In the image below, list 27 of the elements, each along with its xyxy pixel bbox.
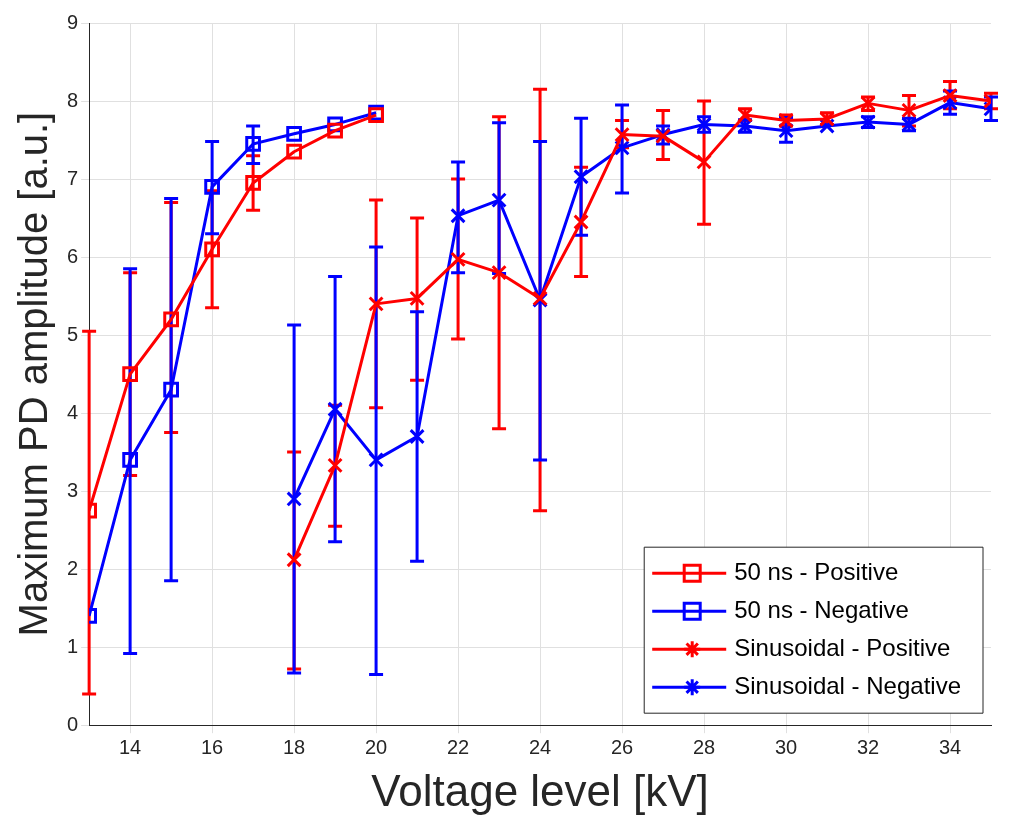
y-axis-title: Maximum PD amplitude [a.u.] <box>11 111 56 637</box>
x-tick-label: 30 <box>774 735 798 758</box>
x-tick-label: 34 <box>938 735 962 758</box>
x-tick-label: 24 <box>528 735 552 758</box>
y-tick-label: 8 <box>67 88 79 111</box>
y-tick-label: 7 <box>67 166 79 189</box>
x-tick-label: 26 <box>610 735 634 758</box>
y-tick-label: 2 <box>67 556 79 579</box>
y-tick-label: 4 <box>67 400 79 423</box>
x-axis-title: Voltage level [kV] <box>371 765 709 815</box>
legend-label: 50 ns - Positive <box>734 557 899 585</box>
legend-label: 50 ns - Negative <box>734 595 909 623</box>
x-tick-label: 22 <box>446 735 470 758</box>
y-tick-label: 6 <box>67 244 79 267</box>
x-tick-label: 14 <box>118 735 142 758</box>
x-tick-label: 20 <box>364 735 388 758</box>
y-tick-label: 5 <box>67 322 79 345</box>
x-tick-label: 18 <box>282 735 306 758</box>
legend-label: Sinusoidal - Negative <box>734 671 961 699</box>
x-tick-label: 32 <box>856 735 880 758</box>
y-tick-label: 3 <box>67 478 79 501</box>
x-tick-label: 28 <box>692 735 716 758</box>
y-tick-label: 1 <box>67 634 79 657</box>
legend-label: Sinusoidal - Positive <box>734 633 951 661</box>
y-tick-label: 9 <box>67 10 79 33</box>
x-tick-label: 16 <box>200 735 224 758</box>
y-tick-label: 0 <box>67 712 79 735</box>
